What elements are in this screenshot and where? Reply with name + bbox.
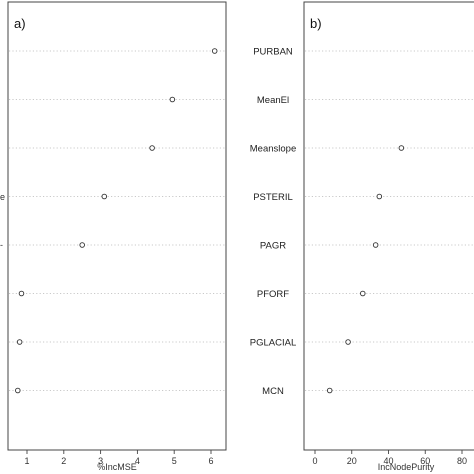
panel-b-xtick-label: 40 [383, 456, 393, 466]
panel-b-point [376, 193, 383, 200]
panel-b-xtick-label: 60 [420, 456, 430, 466]
variable-label: MCN [262, 386, 284, 397]
panel-b-point [372, 242, 379, 248]
variable-label: PAGR [260, 241, 286, 252]
panel-b-point [345, 339, 351, 345]
panel-a-point [79, 242, 85, 248]
panel-b-label: b) [310, 16, 322, 31]
variable-label: PURBAN [253, 47, 293, 58]
panel-a-edge-fragment-2: - [0, 240, 3, 250]
panel-a-point [101, 193, 108, 200]
panel-a-xlabel: %IncMSE [97, 462, 137, 472]
panel-a-point [15, 387, 21, 394]
panel-b-point [398, 145, 405, 151]
panel-a-edge-fragment-1: e [0, 192, 5, 202]
variable-label: MeanEl [257, 95, 289, 106]
panel-b-xtick-label: 0 [312, 456, 317, 466]
panel-a-point [169, 96, 176, 103]
panel-b-frame [303, 1, 474, 451]
panel-a-frame [7, 1, 227, 451]
panel-a-xtick-label: 3 [98, 456, 103, 466]
panel-a-label: a) [14, 16, 26, 31]
panel-b-xtick-label: 80 [457, 456, 467, 466]
panel-a-xtick-label: 5 [172, 456, 177, 466]
panel-b: PURBAN MeanEl Meanslope PSTERIL PAGR PFORF PGL… [250, 1, 474, 472]
panel-a-xtick-label: 1 [24, 456, 29, 466]
panel-b-xtick-label: 20 [347, 456, 357, 466]
panel-a: a) 1 2 3 4 5 6 %IncMSE e - [0, 1, 227, 472]
panel-a-xtick-label: 6 [208, 456, 213, 466]
panel-a-xtick-label: 2 [61, 456, 66, 466]
panel-a-xtick-label: 4 [135, 456, 140, 466]
variable-label: Meanslope [250, 144, 296, 155]
variable-label: PSTERIL [253, 192, 293, 203]
variable-label: PGLACIAL [250, 338, 296, 349]
panel-b-xlabel: IncNodePurity [378, 462, 435, 472]
panel-b-point [360, 290, 366, 297]
panel-a-point [211, 48, 218, 54]
variable-label: PFORF [257, 289, 289, 300]
panel-b-point [326, 387, 333, 394]
panel-a-point [149, 145, 155, 151]
panel-a-point [16, 339, 23, 345]
panel-a-point [18, 290, 25, 297]
